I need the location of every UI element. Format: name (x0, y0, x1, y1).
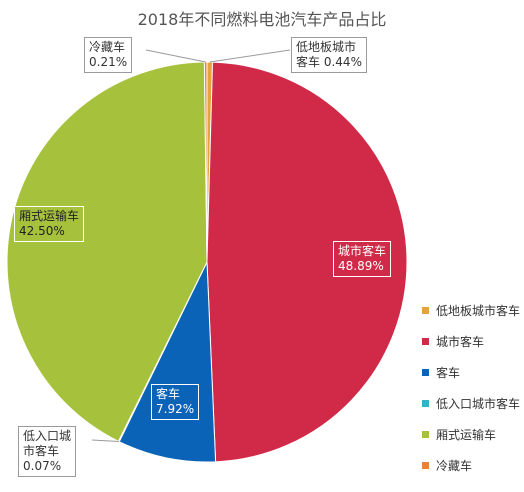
data-label-low-entry-city-bus: 低入口城 市客车 0.07% (18, 426, 77, 477)
legend-item: 城市客车 (422, 332, 520, 350)
data-label-value: 0.44% (323, 55, 362, 69)
pie-slice-box-van (6, 61, 208, 442)
legend-label: 低地板城市客车 (436, 303, 521, 318)
legend-item: 低入口城市客车 (422, 394, 520, 412)
legend-item: 低地板城市客车 (422, 301, 520, 319)
data-label-value: 0.07% (23, 459, 62, 473)
legend-label: 城市客车 (436, 334, 485, 349)
legend-swatch (422, 337, 429, 345)
data-label-name: 冷藏车 (89, 40, 126, 54)
data-label-name: 客车 (156, 387, 181, 401)
legend-label: 低入口城市客车 (436, 396, 521, 411)
data-label-name: 城市客车 (338, 244, 387, 258)
data-label-name-line2-value: 客车 0.44% (296, 55, 362, 70)
data-label-name: 厢式运输车 (19, 209, 80, 223)
data-label-value: 7.92% (156, 402, 195, 416)
legend-item: 客车 (422, 363, 520, 381)
data-label-low-floor-city-bus: 低地板城市 客车 0.44% (291, 37, 367, 73)
data-label-name-line1: 低地板城市 (296, 40, 357, 54)
pie-slice-city-bus (206, 61, 408, 463)
data-label-name-line1: 低入口城 (23, 429, 72, 443)
chart-title: 2018年不同燃料电池汽车产品占比 (137, 10, 387, 29)
legend-label: 冷藏车 (436, 458, 473, 473)
data-label-value: 0.21% (89, 55, 128, 69)
data-label-value: 48.89% (338, 259, 384, 273)
legend-swatch (422, 368, 429, 376)
data-label-refrigerated-truck: 冷藏车 0.21% (84, 37, 133, 73)
legend-label: 厢式运输车 (436, 427, 497, 442)
data-label-bus: 客车 7.92% (151, 384, 200, 420)
legend-swatch (422, 430, 429, 438)
data-label-box-van: 厢式运输车 42.50% (14, 206, 85, 242)
legend-item: 厢式运输车 (422, 425, 520, 443)
legend-label: 客车 (436, 365, 461, 380)
data-label-name-line2: 市客车 (23, 444, 60, 458)
leader-line-low-entry-city-bus (91, 439, 119, 443)
legend-swatch (422, 306, 429, 314)
legend-item: 冷藏车 (422, 456, 520, 474)
leader-line-refrigerated-truck (145, 49, 206, 63)
leader-line-low-floor-city-bus (209, 49, 291, 63)
data-label-city-bus: 城市客车 48.89% (333, 241, 392, 277)
legend-swatch (422, 399, 429, 407)
legend-swatch (422, 461, 429, 469)
legend: 低地板城市客车 城市客车 客车 低入口城市客车 厢式运输车 冷藏车 (422, 301, 520, 487)
data-label-value: 42.50% (19, 224, 65, 238)
data-label-name-line2: 客车 (296, 55, 321, 69)
